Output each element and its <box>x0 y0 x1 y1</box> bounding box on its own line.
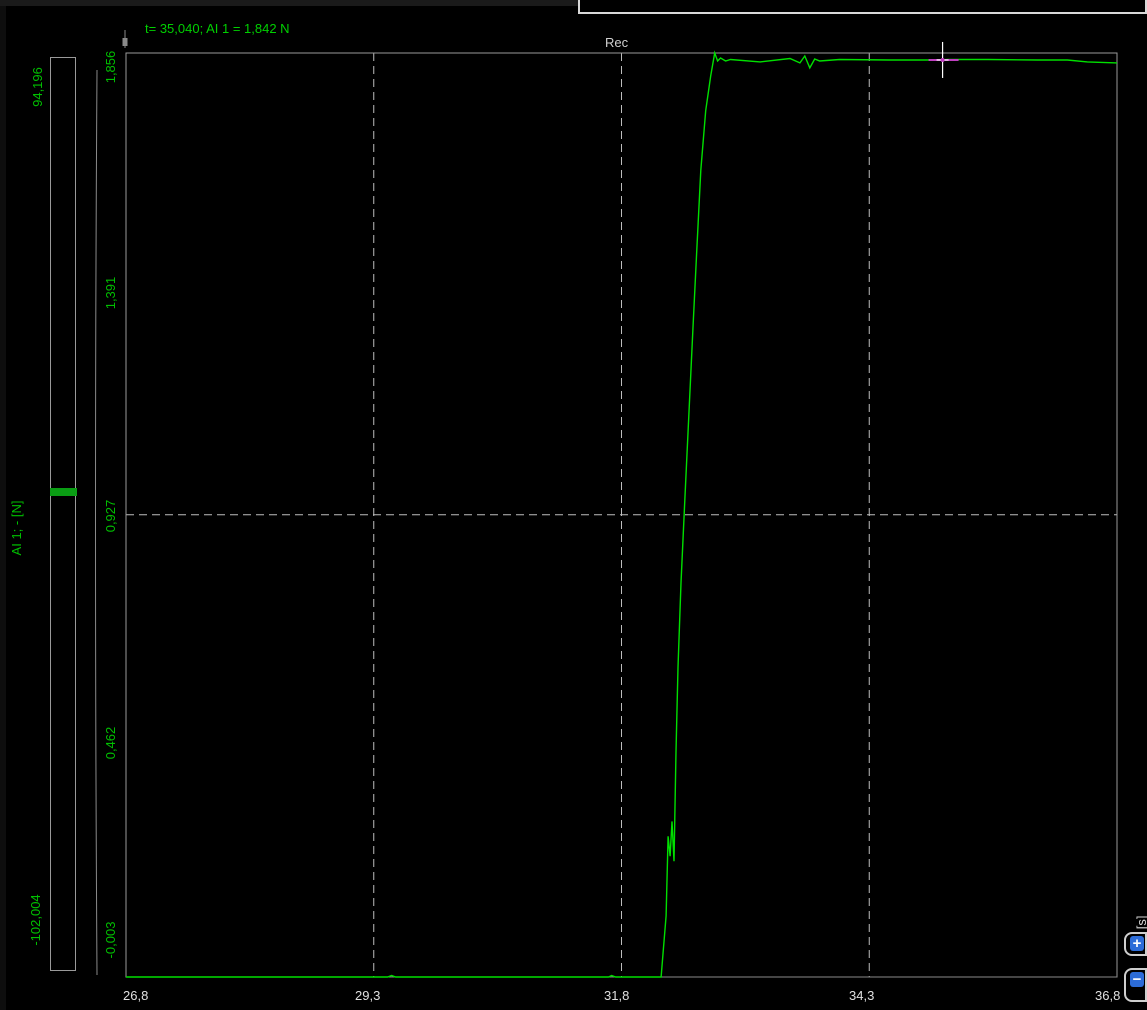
minus-icon: − <box>1130 972 1144 987</box>
panel-left-border <box>0 6 6 1010</box>
y-tick-label: 1,856 <box>103 50 118 84</box>
cursor-readout: t= 35,040; AI 1 = 1,842 N <box>145 21 290 36</box>
range-max-label: 94,196 <box>30 67 45 107</box>
x-tick-label: 29,3 <box>355 988 381 1003</box>
zoom-in-button[interactable]: + <box>1124 932 1147 956</box>
channel-range-level[interactable] <box>50 488 77 496</box>
cursor-marker-icon[interactable] <box>122 30 128 48</box>
x-tick-label: 31,8 <box>604 988 630 1003</box>
y-tick-label: 0,462 <box>103 726 118 760</box>
y-axis-rule <box>95 69 1117 978</box>
y-tick-label: 1,391 <box>103 276 118 310</box>
adjacent-panel-frame <box>578 0 1147 14</box>
grid-lines <box>126 53 1117 977</box>
channel-range-bar[interactable] <box>50 57 76 971</box>
cursor-point <box>940 57 945 62</box>
x-tick-label: 34,3 <box>849 988 875 1003</box>
y-axis-label: AI 1; - [N] <box>9 500 24 556</box>
x-tick-label: 36,8 <box>1095 988 1121 1003</box>
y-tick-label: -0,003 <box>103 921 118 959</box>
channel-status-label: Rec <box>605 35 629 50</box>
measurement-cursor[interactable] <box>928 41 959 78</box>
series-line-ai1 <box>126 50 1118 978</box>
x-tick-label: 26,8 <box>123 988 149 1003</box>
zoom-out-button[interactable]: − <box>1124 968 1147 1002</box>
y-tick-label: 0,927 <box>103 499 118 533</box>
window-top-bar <box>0 0 1147 14</box>
y-axis-ruler <box>95 69 98 976</box>
range-min-label: -102,004 <box>28 894 43 946</box>
plus-icon: + <box>1130 936 1144 951</box>
